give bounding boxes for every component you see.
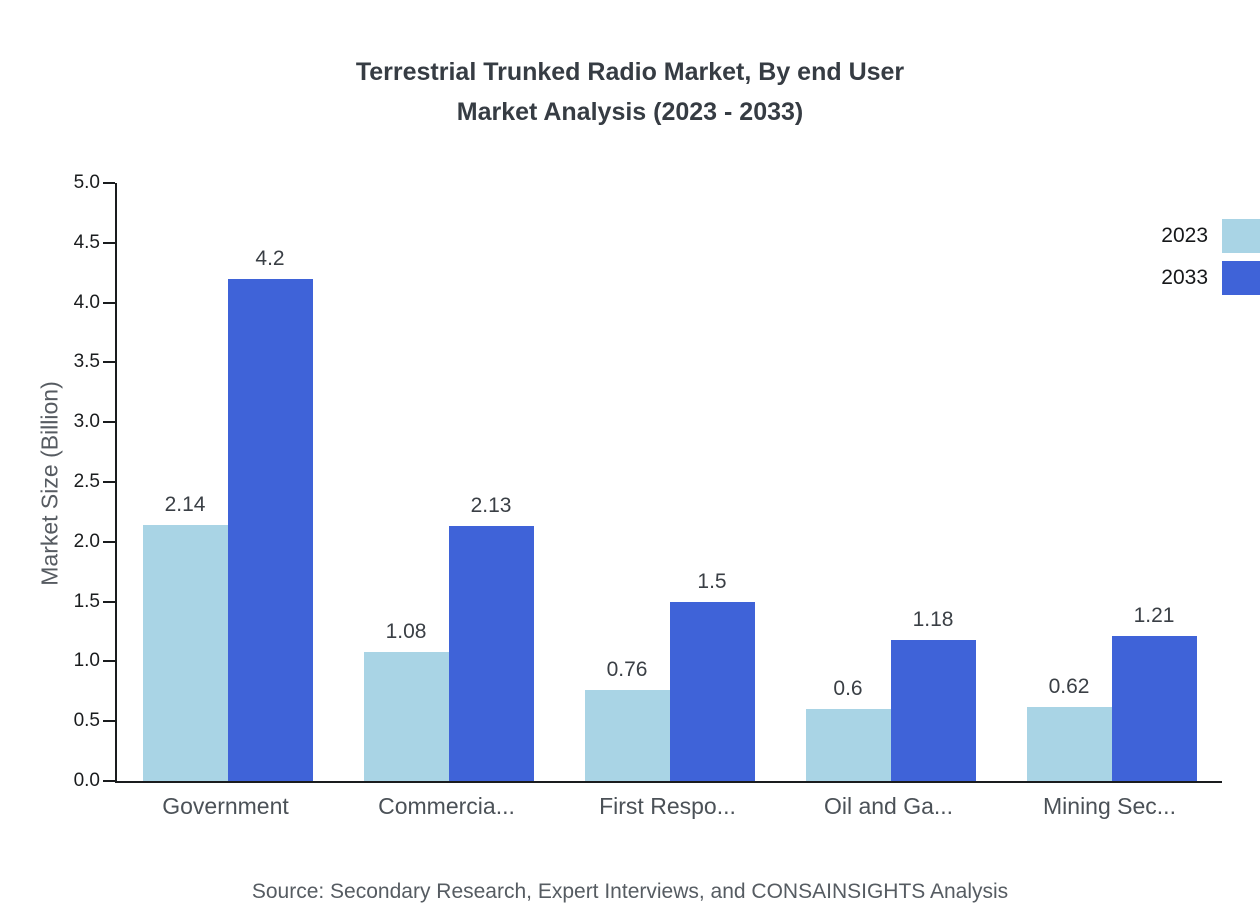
bar-first-respo-2033 bbox=[669, 601, 755, 781]
chart-title: Terrestrial Trunked Radio Market, By end… bbox=[0, 52, 1260, 132]
bar-government-2033 bbox=[227, 278, 313, 781]
y-tick-mark bbox=[103, 421, 115, 424]
x-axis-category-label: Government bbox=[162, 793, 289, 819]
legend: 2023 2033 bbox=[1161, 218, 1260, 296]
source-note: Source: Secondary Research, Expert Inter… bbox=[251, 880, 1009, 903]
x-axis-category-label: Commercia... bbox=[378, 793, 515, 819]
x-axis-category-label: Mining Sec... bbox=[1043, 793, 1176, 819]
y-tick-label: 4.0 bbox=[73, 291, 100, 313]
bar-oil-and-ga-2033 bbox=[890, 639, 976, 781]
x-axis-category-label: Oil and Ga... bbox=[823, 793, 954, 819]
y-tick-label: 5.0 bbox=[73, 172, 100, 193]
bar-government-2023 bbox=[142, 525, 228, 781]
y-tick-mark bbox=[103, 241, 115, 244]
bar-first-respo-2023 bbox=[584, 690, 670, 781]
y-tick-label: 0.5 bbox=[73, 710, 100, 732]
y-tick-label: 1.0 bbox=[73, 650, 100, 672]
y-tick-mark bbox=[103, 301, 115, 304]
bar-value-label: 2.14 bbox=[164, 493, 206, 517]
y-tick-mark bbox=[103, 540, 115, 543]
y-tick-mark bbox=[103, 361, 115, 364]
bar-value-label: 1.21 bbox=[1133, 604, 1175, 628]
legend-label: 2033 bbox=[1161, 266, 1208, 289]
chart-title-line1: Terrestrial Trunked Radio Market, By end… bbox=[355, 58, 905, 86]
y-tick-label: 4.5 bbox=[73, 231, 100, 253]
bar-value-label: 4.2 bbox=[255, 246, 285, 270]
y-tick-label: 2.0 bbox=[73, 530, 100, 552]
y-tick-label: 3.5 bbox=[73, 351, 100, 373]
bar-value-label: 0.62 bbox=[1048, 674, 1090, 698]
legend-label: 2023 bbox=[1161, 224, 1208, 247]
y-tick-mark bbox=[103, 720, 115, 723]
legend-swatch-2023-icon bbox=[1222, 219, 1260, 253]
bar-mining-sec-2033 bbox=[1111, 636, 1197, 781]
bar-oil-and-ga-2023 bbox=[805, 709, 891, 781]
y-tick-label: 2.5 bbox=[73, 471, 100, 492]
y-tick-mark bbox=[103, 481, 115, 483]
y-tick-mark bbox=[103, 780, 115, 782]
x-axis-category-label: First Respo... bbox=[599, 793, 736, 819]
bar-value-label: 2.13 bbox=[470, 494, 512, 518]
y-tick-label: 1.5 bbox=[73, 590, 100, 612]
plot-area: 2.14 4.2 1.08 2.13 0.76 1.5 0.6 1.18 0.62 1.21 bbox=[115, 183, 1222, 783]
legend-item-2023: 2023 bbox=[1161, 218, 1260, 254]
y-tick-label: 0.0 bbox=[73, 770, 100, 791]
bar-commercia-2033 bbox=[448, 526, 534, 781]
bar-value-label: 1.5 bbox=[697, 569, 727, 593]
bar-value-label: 1.18 bbox=[912, 607, 954, 631]
bar-commercia-2023 bbox=[363, 651, 449, 781]
bar-mining-sec-2023 bbox=[1026, 706, 1112, 781]
y-tick-mark bbox=[103, 660, 115, 663]
y-tick-label: 3.0 bbox=[73, 411, 100, 433]
y-tick-mark bbox=[103, 600, 115, 603]
legend-swatch-2033-icon bbox=[1222, 261, 1260, 295]
bar-value-label: 0.6 bbox=[833, 677, 863, 701]
bar-value-label: 0.76 bbox=[606, 658, 648, 682]
y-tick-mark bbox=[103, 182, 115, 184]
legend-item-2033: 2033 bbox=[1161, 260, 1260, 296]
chart-title-line2: Market Analysis (2023 - 2033) bbox=[456, 98, 804, 126]
bar-value-label: 1.08 bbox=[385, 619, 427, 643]
